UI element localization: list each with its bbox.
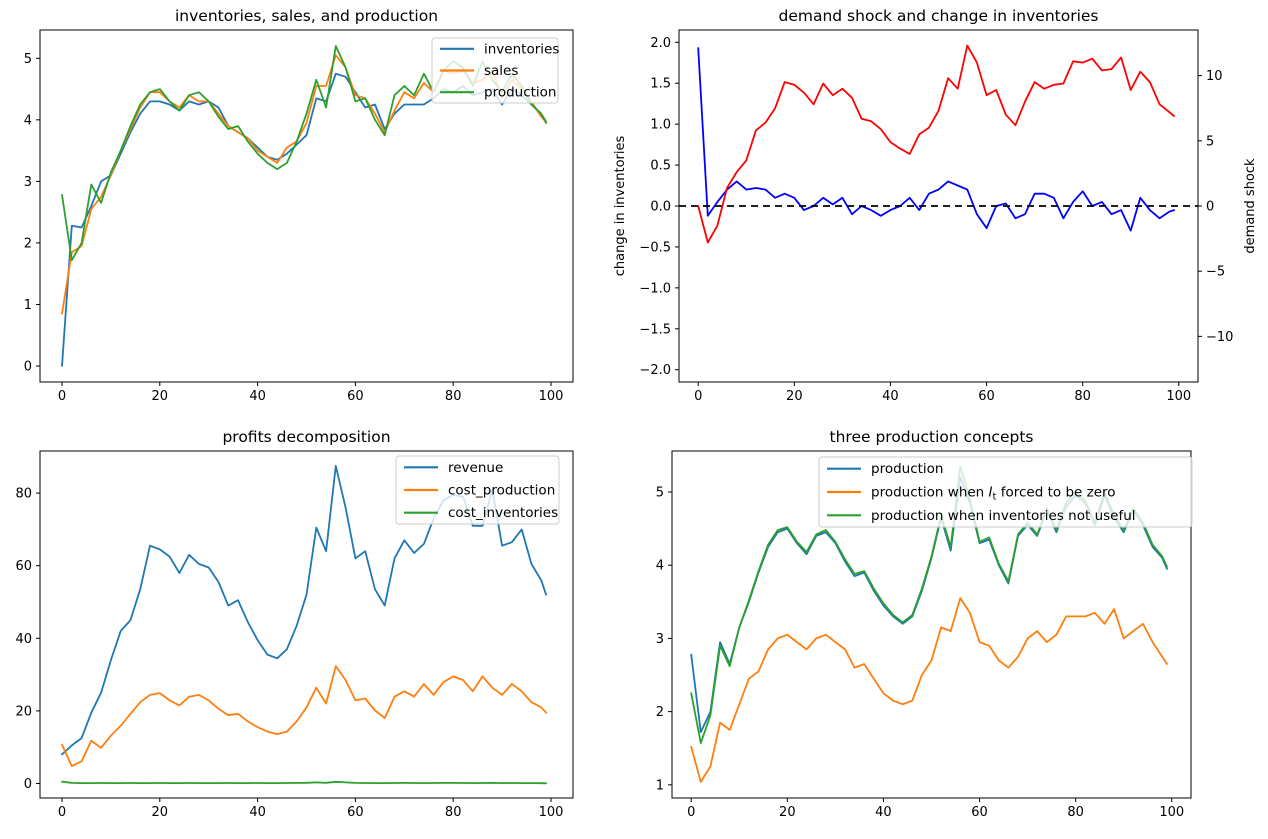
inventories-sales-production-legend-label: production: [484, 85, 557, 101]
demand-shock-change-in-inventories-ytick-label: −1.5: [639, 322, 671, 337]
demand-shock-change-in-inventories-xtick-label: 40: [882, 389, 899, 404]
demand-shock-change-in-inventories-ytick-right-label: 5: [1206, 134, 1214, 149]
profits-decomposition-title: profits decomposition: [222, 428, 390, 446]
inventories-sales-production-xtick-label: 60: [347, 389, 364, 404]
three-production-concepts-ytick-label: 4: [656, 559, 664, 574]
three-production-concepts-xtick-label: 0: [687, 805, 695, 820]
demand-shock-change-in-inventories-xtick-label: 60: [978, 389, 995, 404]
inventories-sales-production-xtick-label: 20: [152, 389, 169, 404]
panel-profits-decomposition: profits decomposition 0 20 40 60 80 100 0 20 40 60…: [15, 428, 574, 820]
demand-shock-change-in-inventories-ytick-label: 1.5: [650, 77, 671, 92]
demand-shock-change-in-inventories-title: demand shock and change in inventories: [779, 7, 1099, 25]
profits-decomposition-ytick-label: 0: [24, 777, 32, 792]
profits-decomposition-xtick-label: 20: [152, 805, 169, 820]
profits-decomposition-ytick-label: 40: [15, 632, 32, 647]
three-production-concepts-ytick-label: 1: [656, 778, 664, 793]
demand-shock-change-in-inventories-ytick-label: −2.0: [639, 363, 671, 378]
three-production-concepts-xtick-label: 40: [875, 805, 892, 820]
inventories-sales-production-ytick-label: 0: [24, 360, 32, 375]
inventories-sales-production-ytick-label: 2: [24, 236, 32, 251]
demand-shock-change-in-inventories-ytick-label: −1.0: [639, 281, 671, 296]
demand-shock-change-in-inventories-ytick-label: 0.0: [650, 200, 671, 215]
panel-demand-shock-change-in-inventories: demand shock and change in inventories 0 2…: [613, 7, 1258, 404]
three-production-concepts-legend-frame: [818, 456, 1193, 528]
demand-shock-change-in-inventories-ytick-label: 0.5: [650, 159, 671, 174]
demand-shock-change-in-inventories-ylabel-left: change in inventories: [613, 136, 628, 277]
demand-shock-change-in-inventories-line-change-in-inventories: [697, 47, 1175, 232]
inventories-sales-production-xtick-label: 80: [445, 389, 462, 404]
inventories-sales-production-legend-label: inventories: [484, 41, 559, 57]
inventories-sales-production-xtick-label: 0: [58, 389, 66, 404]
demand-shock-change-in-inventories-ytick-label: 1.0: [650, 118, 671, 133]
profits-decomposition-spines: [39, 450, 574, 799]
profits-decomposition-legend-label: revenue: [448, 460, 503, 476]
three-production-concepts-ytick-label: 3: [656, 632, 664, 647]
profits-decomposition-ytick-label: 20: [15, 704, 32, 719]
inventories-sales-production-ytick-label: 4: [24, 113, 32, 128]
demand-shock-change-in-inventories-ytick-right-label: −10: [1206, 330, 1233, 345]
demand-shock-change-in-inventories-ytick-label: 2.0: [650, 36, 671, 51]
panel-three-production-concepts: three production concepts 0 20 40 60 80 100 1 2 3…: [656, 428, 1193, 820]
demand-shock-change-in-inventories-ytick-right-label: 0: [1206, 200, 1214, 215]
inventories-sales-production-legend-label: sales: [484, 63, 518, 79]
profits-decomposition-xtick-label: 80: [445, 805, 462, 820]
inventories-sales-production-legend-frame: [431, 37, 559, 104]
demand-shock-change-in-inventories-xtick-label: 0: [694, 389, 702, 404]
demand-shock-change-in-inventories-ytick-right-label: −5: [1206, 265, 1225, 280]
demand-shock-change-in-inventories-ytick-right-label: 10: [1206, 69, 1223, 84]
three-production-concepts-ytick-label: 5: [656, 485, 664, 500]
three-production-concepts-xtick-label: 80: [1067, 805, 1084, 820]
profits-decomposition-xtick-label: 60: [347, 805, 364, 820]
three-production-concepts-legend-label: production when inventories not useful: [871, 508, 1136, 524]
inventories-sales-production-ytick-label: 3: [24, 175, 32, 190]
three-production-concepts-xtick-label: 20: [779, 805, 796, 820]
demand-shock-change-in-inventories-xtick-label: 80: [1074, 389, 1091, 404]
profits-decomposition-xtick-label: 100: [539, 805, 564, 820]
three-production-concepts-legend: production production when It forced to b…: [818, 456, 1193, 528]
inventories-sales-production-xtick-label: 40: [249, 389, 266, 404]
profits-decomposition-ytick-label: 60: [15, 559, 32, 574]
three-production-concepts-ytick-label: 2: [656, 705, 664, 720]
profits-decomposition-xtick-label: 0: [58, 805, 66, 820]
profits-decomposition-legend-frame: [395, 455, 560, 525]
inventories-sales-production-title: inventories, sales, and production: [175, 7, 438, 25]
inventories-sales-production-spines: [39, 29, 574, 383]
three-production-concepts-spines: [671, 450, 1192, 799]
three-production-concepts-legend-label: production when It forced to be zero: [871, 485, 1116, 503]
profits-decomposition-ytick-label: 80: [15, 487, 32, 502]
demand-shock-change-in-inventories-xtick-label: 20: [786, 389, 803, 404]
demand-shock-change-in-inventories-ytick-label: −0.5: [639, 240, 671, 255]
profits-decomposition-legend-label: cost_production: [448, 483, 555, 499]
profits-decomposition-legend: revenue cost_production cost_inventories: [395, 455, 560, 525]
demand-shock-change-in-inventories-line-demand-shock: [697, 44, 1175, 244]
three-production-concepts-title: three production concepts: [830, 428, 1034, 446]
demand-shock-change-in-inventories-xtick-label: 100: [1166, 389, 1191, 404]
profits-decomposition-line-cost-inventories: [61, 780, 547, 785]
three-production-concepts-line-production-when-i-t-forced-to-be-zero: [690, 597, 1168, 783]
profits-decomposition-line-cost-production: [61, 665, 547, 767]
profits-decomposition-xtick-label: 40: [249, 805, 266, 820]
inventories-sales-production-xtick-label: 100: [539, 389, 564, 404]
profits-decomposition-legend-label: cost_inventories: [448, 505, 558, 521]
demand-shock-change-in-inventories-ylabel-right: demand shock: [1243, 158, 1258, 254]
inventories-sales-production-legend: inventories sales production: [431, 37, 559, 104]
inventories-sales-production-ytick-label: 1: [24, 298, 32, 313]
three-production-concepts-xtick-label: 100: [1159, 805, 1184, 820]
inventories-sales-production-ytick-label: 5: [24, 52, 32, 67]
three-production-concepts-legend-label: production: [871, 461, 944, 477]
three-production-concepts-xtick-label: 60: [971, 805, 988, 820]
